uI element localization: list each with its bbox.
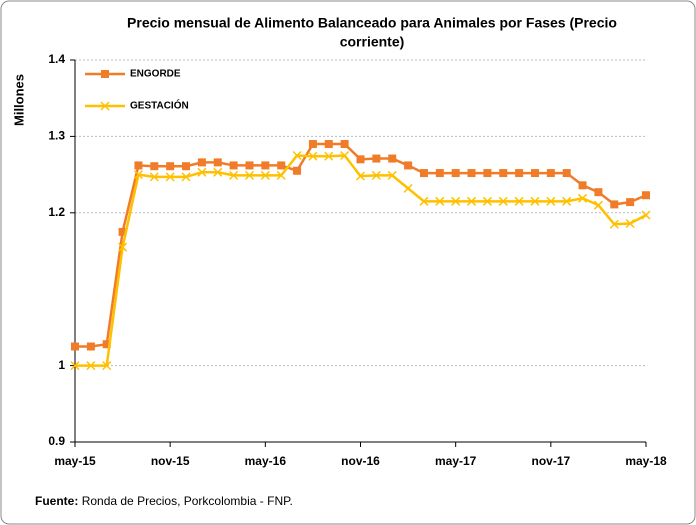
- marker: [626, 198, 635, 207]
- marker: [261, 161, 270, 170]
- marker: [276, 170, 286, 180]
- marker: [546, 169, 555, 178]
- marker: [308, 140, 317, 149]
- marker: [340, 140, 349, 149]
- y-tick-label: 1: [58, 358, 65, 372]
- marker: [515, 169, 524, 178]
- marker: [355, 171, 366, 181]
- marker: [102, 340, 111, 349]
- marker: [213, 167, 223, 177]
- marker: [403, 183, 413, 193]
- marker: [562, 169, 571, 178]
- chart-title: Precio mensual de Alimento Balanceado pa…: [127, 15, 617, 31]
- marker: [530, 196, 540, 206]
- y-tick-label: 1.2: [48, 205, 65, 219]
- marker: [181, 172, 191, 182]
- marker: [514, 196, 524, 206]
- marker: [435, 196, 445, 206]
- marker: [324, 140, 333, 149]
- marker: [293, 166, 302, 175]
- marker: [371, 170, 381, 180]
- marker: [578, 181, 587, 190]
- marker: [451, 169, 460, 178]
- marker: [419, 196, 429, 206]
- marker: [451, 196, 461, 206]
- x-tick-label: nov-15: [151, 454, 190, 468]
- marker: [133, 170, 143, 180]
- marker: [102, 361, 112, 371]
- marker: [70, 361, 80, 371]
- marker: [625, 218, 635, 229]
- marker: [482, 196, 492, 206]
- x-tick-label: may-16: [245, 454, 287, 468]
- y-tick-label: 0.9: [48, 434, 65, 448]
- chart-title: corriente): [340, 34, 405, 50]
- marker: [546, 196, 556, 206]
- y-tick-label: 1.4: [48, 52, 65, 66]
- marker: [404, 161, 413, 170]
- y-tick-label: 1.3: [48, 129, 65, 143]
- marker: [530, 169, 539, 178]
- legend-label: ENGORDE: [130, 69, 181, 80]
- marker: [466, 196, 477, 206]
- marker: [86, 361, 96, 371]
- marker: [197, 167, 207, 177]
- x-tick-label: may-18: [625, 454, 667, 468]
- marker: [277, 161, 286, 170]
- footer-label: Fuente:: [35, 494, 78, 508]
- marker: [71, 342, 79, 351]
- legend-marker: [101, 70, 109, 78]
- marker: [594, 188, 603, 197]
- marker: [562, 196, 572, 206]
- marker: [134, 161, 143, 170]
- marker: [419, 169, 428, 178]
- marker: [435, 169, 444, 178]
- marker: [229, 170, 239, 180]
- marker: [118, 242, 128, 252]
- marker: [324, 151, 334, 161]
- marker: [610, 200, 619, 209]
- marker: [229, 161, 238, 170]
- marker: [292, 150, 302, 161]
- marker: [308, 151, 318, 161]
- marker: [244, 170, 255, 180]
- marker: [118, 227, 127, 236]
- marker: [245, 161, 254, 170]
- marker: [356, 155, 365, 164]
- marker: [387, 170, 397, 180]
- marker: [593, 200, 603, 210]
- marker: [182, 162, 191, 171]
- marker: [150, 162, 159, 171]
- marker: [578, 193, 588, 203]
- marker: [483, 169, 492, 178]
- marker: [642, 191, 650, 200]
- marker: [372, 154, 381, 163]
- marker: [165, 172, 175, 182]
- x-tick-label: may-15: [54, 454, 96, 468]
- x-tick-label: may-17: [435, 454, 477, 468]
- marker: [609, 219, 619, 229]
- marker: [388, 154, 397, 163]
- marker: [499, 169, 508, 178]
- y-axis-label: Millones: [11, 74, 26, 126]
- marker: [86, 342, 95, 351]
- marker: [149, 172, 159, 182]
- x-tick-label: nov-16: [341, 454, 380, 468]
- marker: [197, 158, 206, 167]
- x-tick-label: nov-17: [531, 454, 570, 468]
- legend-marker: [100, 101, 110, 111]
- footer: Fuente: Ronda de Precios, Porkcolombia -…: [35, 494, 293, 508]
- marker: [467, 169, 476, 178]
- legend-label: GESTACIÓN: [130, 99, 189, 112]
- marker: [166, 162, 175, 171]
- marker: [498, 196, 508, 206]
- marker: [641, 210, 651, 220]
- footer-text: Ronda de Precios, Porkcolombia - FNP.: [82, 494, 293, 508]
- marker: [213, 158, 222, 167]
- marker: [260, 170, 270, 180]
- marker: [340, 150, 350, 161]
